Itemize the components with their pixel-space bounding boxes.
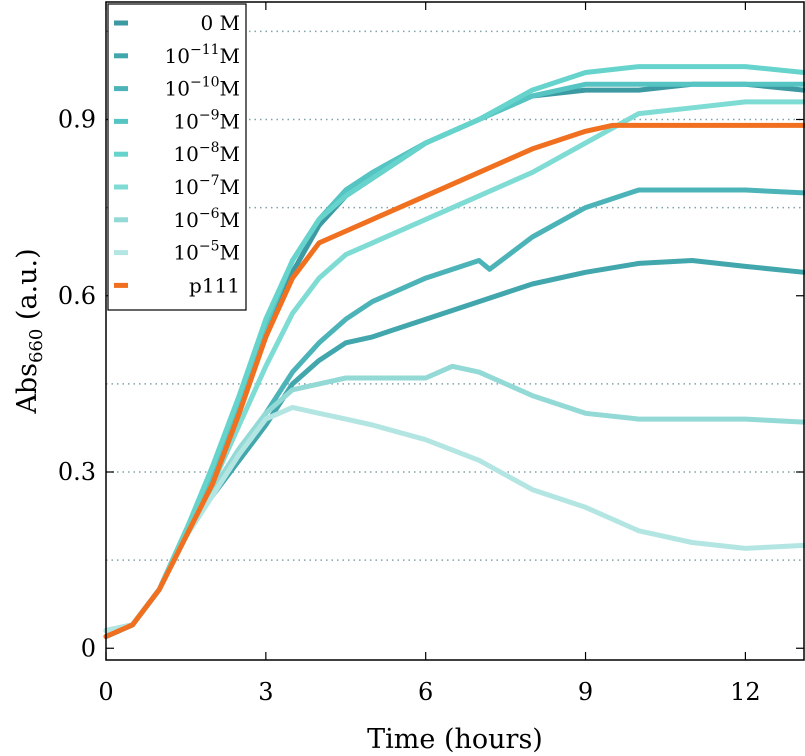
y-axis-title-subscript: 660 xyxy=(26,329,47,363)
legend-label-7: 10−5M xyxy=(173,239,240,265)
series-line-4 xyxy=(103,64,805,634)
legend-label-8: p111 xyxy=(189,273,240,297)
legend-box xyxy=(107,3,247,311)
plot-frame xyxy=(105,1,805,661)
x-tick-label-0: 0 xyxy=(98,678,113,706)
y-tick-label-2: 0.6 xyxy=(58,282,96,310)
series-lines xyxy=(103,64,805,639)
legend-label-4: 10−8M xyxy=(173,140,240,166)
y-axis-title-unit: (a.u.) xyxy=(12,248,43,320)
series-line-8 xyxy=(103,122,805,639)
x-tick-label-1: 3 xyxy=(258,678,273,706)
legend-label-1: 10−11M xyxy=(165,42,240,68)
legend: 0 M 10−11M 10−10M 10−9M 10−8M 10−7M 10−6M 10−5M… xyxy=(107,3,247,311)
y-tick-label-1: 0.3 xyxy=(58,458,96,486)
x-tick-label-4: 12 xyxy=(730,678,761,706)
y-tick-label-0: 0 xyxy=(81,634,96,662)
y-axis-title-group: Abs660 (a.u.) xyxy=(12,248,47,414)
svg-text:Abs660 (a.u.): Abs660 (a.u.) xyxy=(12,248,47,414)
legend-label-3: 10−9M xyxy=(173,107,240,133)
y-axis-title: Abs xyxy=(12,363,43,415)
legend-label-2: 10−10M xyxy=(165,75,240,101)
legend-label-6: 10−6M xyxy=(173,206,240,232)
series-line-7 xyxy=(103,404,805,634)
legend-label-5: 10−7M xyxy=(173,173,240,199)
x-axis-title: Time (hours) xyxy=(367,724,543,755)
axis-tick-labels: 0 3 6 9 12 0 0.3 0.6 0.9 xyxy=(58,106,761,707)
x-tick-label-3: 9 xyxy=(578,678,593,706)
x-tick-label-2: 6 xyxy=(418,678,433,706)
legend-label-0: 0 M xyxy=(200,11,240,35)
y-tick-label-3: 0.9 xyxy=(58,106,96,134)
